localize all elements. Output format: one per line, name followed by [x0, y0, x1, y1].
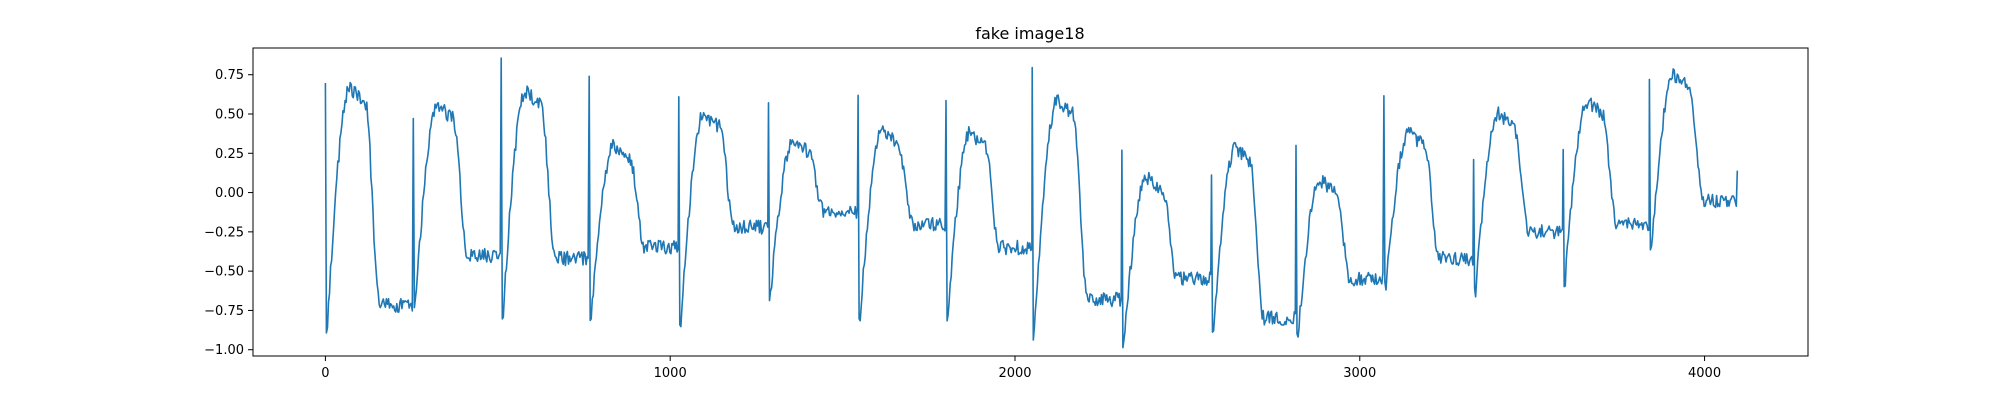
- x-tick-label: 1000: [654, 366, 687, 381]
- y-tick-label: −0.25: [204, 225, 244, 240]
- x-tick-label: 3000: [1343, 366, 1376, 381]
- y-tick-label: −0.50: [204, 265, 244, 280]
- y-tick-label: 0.25: [215, 147, 244, 162]
- x-tick-label: 0: [321, 366, 329, 381]
- x-tick-label: 4000: [1688, 366, 1721, 381]
- series-line-0: [324, 57, 1739, 349]
- plot-area: [324, 57, 1739, 349]
- x-axis: 0 1000 2000 3000 4000: [321, 356, 1721, 381]
- plot-frame: [252, 47, 1809, 357]
- y-tick-label: 0.75: [215, 68, 244, 83]
- y-tick-label: −1.00: [204, 343, 244, 358]
- y-tick-label: −0.75: [204, 304, 244, 319]
- y-tick-label: 0.00: [215, 186, 244, 201]
- y-axis: −1.00 −0.75 −0.50 −0.25 0.00 0.25 0.50 0.75: [204, 68, 253, 358]
- x-tick-label: 2000: [998, 366, 1031, 381]
- y-tick-label: 0.50: [215, 108, 244, 123]
- chart-title: fake image18: [975, 24, 1084, 43]
